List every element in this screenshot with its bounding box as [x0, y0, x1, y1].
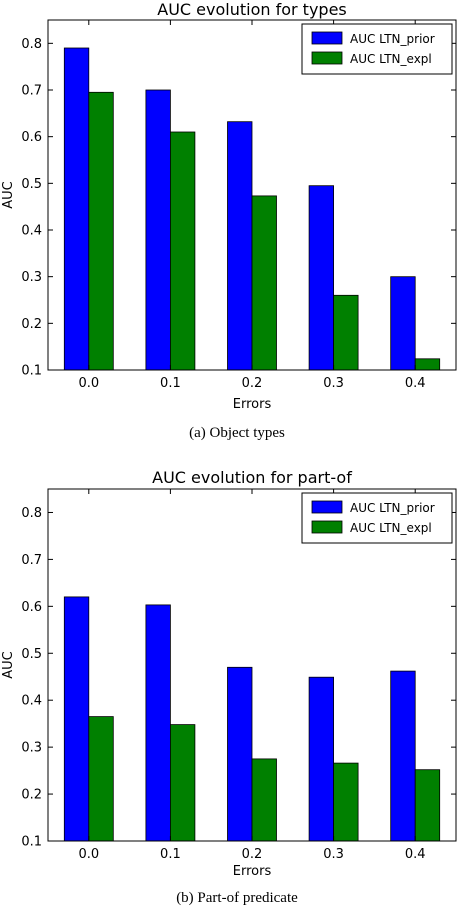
y-axis-label: AUC [1, 181, 16, 209]
bar-prior-0.0 [63, 47, 90, 371]
y-tick-label: 0.6 [21, 600, 42, 615]
chart-2: 0.1 0.2 0.3 0.4 0.5 0.6 0.7 0.8 0.0 0.1 0.2 0.3 0.4 A… [1, 468, 457, 906]
y-tick-label: 0.5 [21, 177, 42, 192]
x-axis-label: Errors [233, 864, 272, 879]
legend: AUC LTN_prior AUC LTN_expl [301, 492, 453, 544]
y-tick-label: 0.7 [21, 553, 42, 568]
x-tick-label: 0.1 [160, 847, 181, 862]
figure-caption: (a) Object types [189, 425, 285, 441]
bar-expl-0.2 [251, 758, 277, 842]
legend-swatch-prior [311, 31, 343, 45]
bar-prior-0.3 [308, 676, 335, 842]
bar-expl-0.1 [169, 131, 196, 371]
y-tick-label: 0.4 [21, 694, 42, 709]
legend-label: AUC LTN_prior [350, 32, 435, 46]
bar-prior-0.4 [390, 276, 416, 371]
x-tick-label: 0.2 [242, 847, 263, 862]
x-tick-label: 0.0 [78, 847, 99, 862]
legend-swatch-expl [311, 51, 343, 65]
x-tick-label: 0.3 [323, 847, 344, 862]
y-axis-label: AUC [1, 651, 16, 679]
y-tick-label: 0.8 [21, 37, 42, 52]
legend-swatch-expl [311, 520, 343, 534]
bar-prior-0.3 [308, 185, 335, 371]
figure-caption: (b) Part-of predicate [176, 890, 298, 906]
bar-expl-0.4 [414, 769, 441, 842]
bar-prior-0.2 [227, 121, 253, 371]
bar-expl-0.3 [333, 294, 359, 371]
chart-title: AUC evolution for part-of [152, 468, 352, 487]
y-tick-label: 0.2 [21, 317, 42, 332]
bar-expl-0.3 [333, 762, 359, 842]
bar-prior-0.4 [390, 670, 416, 842]
bar-expl-0.0 [88, 716, 114, 842]
legend-label: AUC LTN_prior [350, 501, 435, 515]
x-tick-label: 0.0 [78, 376, 99, 391]
y-tick-label: 0.5 [21, 647, 42, 662]
chart-1: 0.1 0.2 0.3 0.4 0.5 0.6 0.7 0.8 0.0 0.1 0.2 0.3 0.4 A… [1, 0, 457, 441]
y-tick-label: 0.6 [21, 130, 42, 145]
bar-expl-0.2 [251, 195, 277, 371]
legend-swatch-prior [311, 500, 343, 514]
x-tick-label: 0.4 [405, 376, 426, 391]
y-tick-label: 0.1 [21, 835, 42, 850]
legend-label: AUC LTN_expl [350, 521, 432, 535]
x-tick-label: 0.1 [160, 376, 181, 391]
y-tick-label: 0.2 [21, 788, 42, 803]
x-axis-label: Errors [233, 397, 272, 412]
y-tick-label: 0.3 [21, 741, 42, 756]
y-tick-label: 0.1 [21, 364, 42, 379]
bar-expl-0.4 [414, 358, 441, 371]
y-tick-label: 0.3 [21, 270, 42, 285]
x-tick-label: 0.2 [242, 376, 263, 391]
x-tick-label: 0.3 [323, 376, 344, 391]
x-tick-label: 0.4 [405, 847, 426, 862]
legend: AUC LTN_prior AUC LTN_expl [301, 23, 453, 75]
legend-label: AUC LTN_expl [350, 52, 432, 66]
y-tick-label: 0.4 [21, 224, 42, 239]
y-tick-label: 0.7 [21, 84, 42, 99]
bar-prior-0.0 [63, 596, 90, 842]
chart-title: AUC evolution for types [157, 0, 347, 19]
bar-expl-0.1 [169, 724, 196, 842]
bar-expl-0.0 [88, 91, 114, 371]
bar-prior-0.1 [145, 89, 171, 371]
y-tick-label: 0.8 [21, 506, 42, 521]
bar-prior-0.1 [145, 604, 171, 842]
bar-prior-0.2 [227, 666, 253, 842]
